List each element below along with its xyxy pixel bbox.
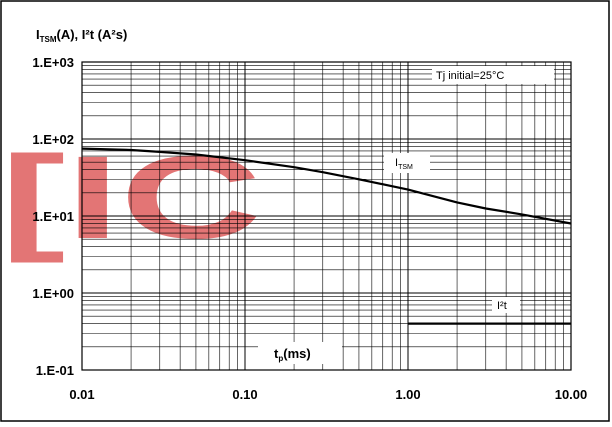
y-axis-title: ITSM(A), I²t (A²s)	[36, 27, 127, 44]
y-tick-label: 1.E+01	[32, 209, 74, 224]
i2t-label: I²t	[497, 300, 507, 312]
grid-lines	[81, 62, 571, 371]
annotation-text: Tj initial=25°C	[436, 70, 504, 82]
y-tick-label: 1.E-01	[36, 363, 74, 378]
x-tick-label: 10.00	[555, 387, 588, 402]
y-tick-label: 1.E+03	[32, 55, 74, 70]
tick-labels: 0.01 0.10 1.00 10.00 1.E+03 1.E+02 1.E+01 1.E+0…	[32, 55, 587, 402]
x-tick-label: 1.00	[395, 387, 420, 402]
y-axis-title-main: I	[36, 27, 40, 42]
x-axis-title-rest: (ms)	[283, 346, 310, 361]
y-axis-title-sub: TSM	[40, 35, 57, 44]
x-tick-label: 0.10	[232, 387, 257, 402]
x-axis-title-main: t	[274, 346, 279, 361]
x-axis-title-sub: p	[278, 354, 283, 363]
itsm-label-box	[384, 153, 430, 173]
y-tick-label: 1.E+02	[32, 132, 74, 147]
i2t-label-box	[492, 297, 520, 313]
plot-frame	[81, 61, 572, 371]
itsm-label: ITSM	[395, 157, 413, 171]
y-axis-title-rest: (A), I²t (A²s)	[57, 27, 128, 42]
series-itsm-line	[81, 147, 572, 225]
y-tick-label: 1.E+00	[32, 286, 74, 301]
annotation-box	[432, 66, 554, 84]
series-lines	[81, 147, 572, 325]
itsm-label-sub: TSM	[398, 164, 413, 171]
x-axis-title-box	[258, 342, 342, 364]
itsm-label-main: I	[395, 157, 398, 169]
x-axis-title: tp(ms)	[274, 346, 311, 363]
x-tick-label: 0.01	[69, 387, 94, 402]
